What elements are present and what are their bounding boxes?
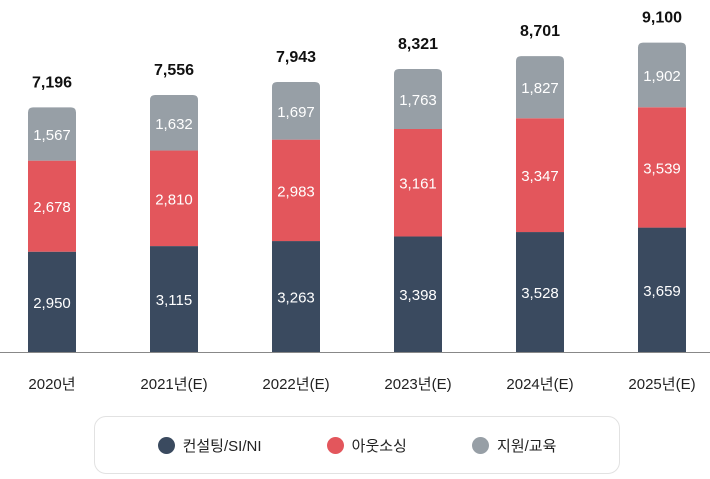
total-value-label: 7,196 [32,74,72,91]
legend-swatch-outsourcing [326,436,344,454]
segment-value-label: 3,161 [399,176,437,193]
bar-segment [28,160,76,252]
legend-swatch-support [472,436,490,454]
segment-value-label: 3,659 [643,283,681,300]
segment-value-label: 2,950 [33,295,71,312]
bar-segment [28,251,76,352]
bar-segment [516,118,564,233]
total-value-label: 8,321 [398,36,438,53]
legend-item-outsourcing: 아웃소싱 [326,435,407,456]
legend-item-consulting: 컨설팅/SI/NI [157,435,262,456]
bar-segment [150,95,198,151]
legend-label: 컨설팅/SI/NI [182,437,262,455]
stacked-bar-chart: 2,950 2,678 1,567 7,196 2020년 3,115 2,810 1,632… [0,10,710,393]
legend-label: 아웃소싱 [351,437,407,455]
total-value-label: 7,943 [276,49,316,66]
bar-segment [638,42,686,108]
bar-segment [150,150,198,247]
segment-value-label: 1,902 [643,68,681,85]
x-tick-label: 2024년(E) [506,376,573,393]
segment-value-label: 3,263 [277,290,315,307]
bar-segment [394,69,442,129]
x-tick-label: 2021년(E) [140,376,207,393]
bar-segment [516,232,564,352]
segment-value-label: 2,678 [33,199,71,216]
bar-segment [638,227,686,352]
bar-segment [272,241,320,352]
total-value-label: 9,100 [642,10,682,27]
bar-segment [272,139,320,242]
segment-value-label: 1,827 [521,80,559,97]
segment-value-label: 3,539 [643,160,681,177]
bar-segment [394,236,442,352]
segment-value-label: 2,810 [155,191,193,208]
bar-segment [272,81,320,140]
total-value-label: 8,701 [520,23,560,40]
segment-value-label: 3,528 [521,285,559,302]
legend-label: 지원/교육 [497,437,557,455]
segment-value-label: 1,697 [277,104,315,121]
x-tick-label: 2023년(E) [384,376,451,393]
bar-segment [150,246,198,352]
x-tick-label: 2025년(E) [628,376,695,393]
segment-value-label: 2,983 [277,183,315,200]
bar-segment [394,128,442,237]
segment-value-label: 1,567 [33,127,71,144]
x-tick-label: 2020년 [28,376,75,393]
segment-value-label: 3,398 [399,287,437,304]
segment-value-label: 1,763 [399,92,437,109]
bar-segment [638,107,686,228]
legend-item-support: 지원/교육 [472,435,556,456]
legend-swatch-consulting [157,436,175,454]
segment-value-label: 3,115 [156,292,192,309]
bar-segment [28,107,76,161]
segment-value-label: 1,632 [155,116,193,133]
total-value-label: 7,556 [154,62,194,79]
x-tick-label: 2022년(E) [262,376,329,393]
bar-segment [516,56,564,119]
legend: 컨설팅/SI/NI 아웃소싱 지원/교육 [94,416,620,474]
segment-value-label: 3,347 [521,168,559,185]
